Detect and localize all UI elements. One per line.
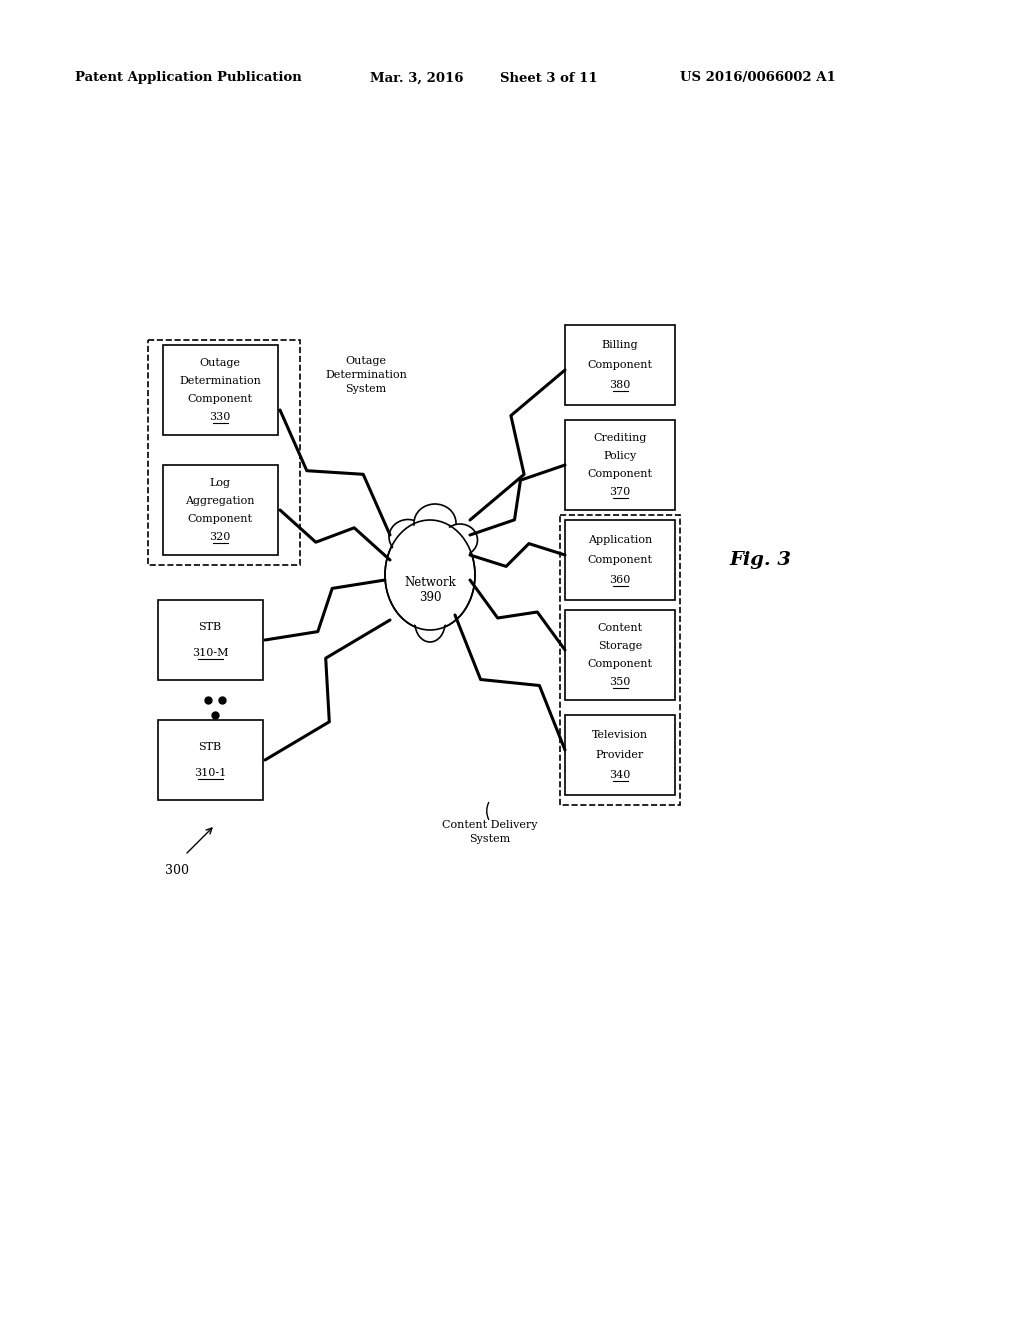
Ellipse shape: [389, 520, 427, 554]
Ellipse shape: [415, 605, 445, 642]
Text: Component: Component: [588, 360, 652, 370]
Text: 320: 320: [209, 532, 230, 543]
Text: 340: 340: [609, 770, 631, 780]
Text: 380: 380: [609, 380, 631, 389]
Bar: [163, 465, 278, 554]
Text: 350: 350: [609, 677, 631, 686]
Text: Application: Application: [588, 535, 652, 545]
Text: Storage: Storage: [598, 642, 642, 651]
Text: Mar. 3, 2016: Mar. 3, 2016: [370, 71, 464, 84]
Text: Component: Component: [588, 554, 652, 565]
Text: Crediting: Crediting: [593, 433, 647, 444]
Ellipse shape: [442, 524, 477, 556]
Text: Television: Television: [592, 730, 648, 741]
Text: STB: STB: [199, 742, 221, 751]
Bar: [163, 345, 278, 436]
Bar: [565, 325, 675, 405]
Ellipse shape: [387, 521, 473, 628]
Text: Log: Log: [210, 478, 230, 488]
Bar: [565, 715, 675, 795]
Text: Network
390: Network 390: [404, 576, 456, 605]
Text: 330: 330: [209, 412, 230, 422]
Text: Content: Content: [597, 623, 643, 634]
Text: STB: STB: [199, 622, 221, 632]
Text: Provider: Provider: [596, 750, 644, 760]
Text: US 2016/0066002 A1: US 2016/0066002 A1: [680, 71, 836, 84]
Text: Billing: Billing: [602, 341, 638, 350]
Text: 310-1: 310-1: [194, 768, 226, 779]
Text: Patent Application Publication: Patent Application Publication: [75, 71, 302, 84]
Bar: [565, 520, 675, 601]
Text: 360: 360: [609, 576, 631, 585]
Text: 300: 300: [165, 863, 189, 876]
Text: Component: Component: [588, 469, 652, 479]
Text: 370: 370: [609, 487, 631, 498]
Text: Outage
Determination
System: Outage Determination System: [325, 356, 407, 393]
Ellipse shape: [385, 520, 475, 630]
Bar: [158, 601, 262, 680]
Text: Component: Component: [187, 393, 253, 404]
Text: Determination: Determination: [179, 376, 261, 385]
Text: Sheet 3 of 11: Sheet 3 of 11: [500, 71, 598, 84]
Text: Component: Component: [588, 659, 652, 669]
Bar: [560, 515, 680, 805]
Ellipse shape: [414, 504, 456, 543]
Text: Fig. 3: Fig. 3: [729, 550, 791, 569]
Text: 310-M: 310-M: [191, 648, 228, 659]
Bar: [148, 341, 300, 565]
Text: Outage: Outage: [200, 358, 241, 368]
Bar: [565, 610, 675, 700]
Text: Aggregation: Aggregation: [185, 496, 255, 506]
Bar: [158, 719, 262, 800]
Bar: [565, 420, 675, 510]
Text: Content Delivery
System: Content Delivery System: [442, 820, 538, 843]
Text: Policy: Policy: [603, 451, 637, 461]
Text: Component: Component: [187, 513, 253, 524]
